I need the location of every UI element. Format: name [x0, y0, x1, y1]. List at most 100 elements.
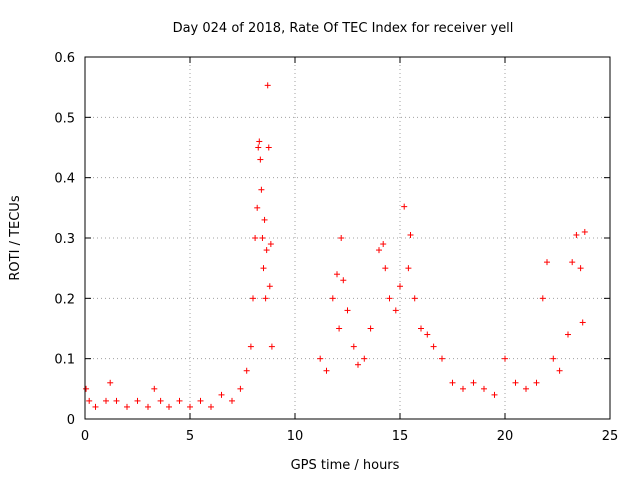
data-point: [481, 385, 487, 392]
data-point: [267, 241, 274, 248]
y-tick-label: 0: [67, 413, 75, 428]
data-point: [367, 325, 374, 332]
data-point: [260, 265, 267, 272]
data-point: [229, 397, 235, 404]
data-point: [340, 277, 347, 284]
data-point: [243, 367, 250, 374]
data-point: [247, 343, 254, 350]
y-tick-label: 0.1: [54, 353, 75, 368]
data-point: [266, 283, 273, 290]
data-point: [424, 331, 431, 338]
chart-title: Day 024 of 2018, Rate Of TEC Index for r…: [173, 21, 514, 36]
x-axis-label: GPS time / hours: [291, 458, 400, 473]
data-point: [329, 295, 336, 302]
data-point: [86, 397, 93, 404]
data-points: [83, 82, 588, 410]
data-point: [157, 397, 164, 404]
grid-lines: [85, 57, 610, 419]
data-point: [573, 231, 580, 238]
data-point: [523, 385, 529, 392]
data-point: [401, 203, 408, 210]
data-point: [317, 355, 324, 362]
data-point: [263, 247, 270, 254]
data-point: [124, 403, 130, 410]
data-point: [376, 247, 382, 254]
data-point: [533, 379, 540, 386]
y-tick-label: 0.2: [54, 292, 75, 307]
data-point: [539, 295, 546, 302]
data-point: [338, 235, 345, 241]
data-point: [411, 295, 418, 302]
data-point: [502, 355, 508, 362]
data-point: [512, 379, 519, 386]
data-point: [268, 343, 275, 350]
data-point: [197, 397, 204, 404]
data-point: [264, 82, 271, 89]
data-point: [145, 403, 151, 410]
data-point: [256, 138, 263, 145]
data-point: [460, 385, 466, 392]
x-tick-label: 5: [186, 429, 194, 444]
data-point: [176, 397, 183, 404]
data-point: [407, 231, 414, 238]
data-point: [334, 271, 340, 278]
data-point: [491, 391, 498, 398]
data-point: [569, 259, 576, 266]
data-point: [265, 144, 272, 151]
x-tick-label: 15: [392, 429, 409, 444]
data-point: [361, 355, 368, 362]
x-tick-label: 20: [497, 429, 514, 444]
data-point: [259, 235, 266, 241]
axis-ticks: 0 5 10 15 20 25 0 0.1 0.2 0.3 0.4 0.5 0.6: [54, 51, 618, 444]
data-point: [449, 379, 456, 386]
data-point: [382, 265, 389, 272]
data-point: [257, 156, 264, 163]
data-point: [323, 367, 330, 374]
data-point: [252, 235, 259, 241]
data-point: [261, 216, 268, 223]
data-point: [92, 403, 99, 410]
data-point: [218, 391, 225, 398]
data-point: [355, 361, 361, 368]
data-point: [392, 307, 399, 314]
data-point: [350, 343, 357, 350]
data-point: [83, 385, 90, 392]
data-point: [255, 144, 262, 151]
data-point: [405, 265, 412, 272]
data-point: [250, 295, 256, 302]
data-point: [418, 325, 424, 332]
plot-frame: [84, 56, 611, 420]
data-point: [208, 403, 214, 410]
y-tick-label: 0.3: [54, 232, 75, 247]
data-point: [386, 295, 393, 302]
data-point: [577, 265, 584, 272]
data-point: [581, 228, 588, 235]
data-point: [262, 295, 269, 302]
data-point: [254, 204, 261, 211]
data-point: [550, 355, 557, 362]
data-point: [439, 355, 445, 362]
data-point: [103, 397, 109, 404]
data-point: [397, 283, 403, 290]
y-tick-label: 0.5: [54, 111, 75, 126]
data-point: [258, 186, 265, 193]
data-point: [336, 325, 343, 332]
x-tick-label: 25: [602, 429, 619, 444]
data-point: [134, 397, 141, 404]
data-point: [579, 319, 586, 326]
y-axis-label: ROTI / TECUs: [8, 195, 23, 280]
data-point: [556, 367, 563, 374]
data-point: [565, 331, 571, 338]
data-point: [380, 241, 387, 248]
data-point: [113, 397, 120, 404]
data-point: [470, 379, 477, 386]
x-tick-label: 0: [81, 429, 89, 444]
data-point: [344, 307, 351, 314]
data-point: [544, 259, 550, 266]
y-tick-label: 0.6: [54, 51, 75, 66]
data-point: [151, 385, 158, 392]
x-tick-label: 10: [287, 429, 304, 444]
data-point: [166, 403, 172, 410]
data-point: [107, 379, 114, 386]
